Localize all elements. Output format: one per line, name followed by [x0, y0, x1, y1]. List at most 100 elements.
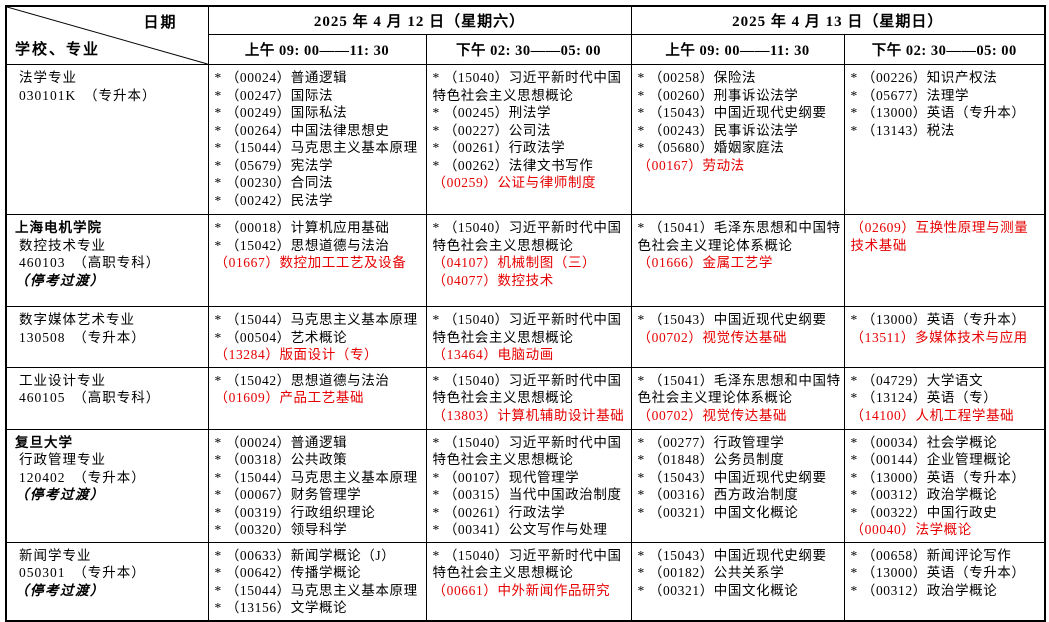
school-cell: 新闻学专业 050301 （专升本） （停考过渡）	[5, 541, 209, 621]
course-item: * （00312）政治学概论	[850, 487, 998, 502]
course-item: * （00318）公共政策	[214, 452, 348, 467]
diagonal-divider-line	[7, 7, 208, 64]
course-item: * （00249）国际私法	[214, 105, 348, 120]
course-item: （04077）数控技术	[432, 272, 554, 288]
session-header-sat-pm: 下午 02: 30——05: 00	[425, 34, 632, 65]
session-cell: * （00658）新闻评论写作 * （13000）英语（专升本） * （00312）…	[843, 541, 1046, 621]
course-item: * （15043）中国近现代史纲要	[637, 547, 827, 563]
course-item: * （05677）法理学	[850, 87, 970, 103]
course-item: * （00321）中国文化概论	[637, 504, 799, 520]
course-item: * （00504）艺术概论	[214, 329, 348, 345]
date-header-sunday: 2025 年 4 月 13 日（星期日）	[630, 5, 1046, 35]
course-item: （00702）视觉传达基础	[637, 407, 788, 423]
session-cell: * （15040）习近平新时代中国特色社会主义思想概论 （13464）电脑动画	[425, 306, 632, 368]
course-item: * （00321）中国文化概论	[637, 582, 799, 598]
course-item: * （05679）宪法学	[214, 157, 334, 173]
course-item: * （15040）习近平新时代中国特色社会主义思想概论	[432, 312, 622, 345]
course-item: * （00024）普通逻辑	[214, 434, 348, 450]
session-cell: * （00226）知识产权法 * （05677）法理学 * （13000）英语（专升…	[843, 64, 1046, 215]
course-item: （02609）互换性原理与测量技术基础	[850, 220, 1029, 253]
session-cell: * （00277）行政管理学 * （01848）公务员制度 * （15043）中国近…	[630, 428, 845, 543]
exam-schedule-table: 日期 学校、专业 2025 年 4 月 12 日（星期六） 2025 年 4 月…	[5, 5, 1047, 622]
course-item: * （13156）文学概论	[214, 600, 348, 615]
schedule-body: 法学专业 030101K （专升本） * （00024）普通逻辑 * （00247）国…	[5, 64, 1046, 621]
school-cell: 数字媒体艺术专业 130508 （专升本）	[5, 306, 209, 368]
course-item: * （00261）行政法学	[432, 140, 566, 155]
school-line: 460103 （高职专科）	[19, 255, 161, 270]
session-cell: * （15040）习近平新时代中国特色社会主义思想概论 （04107）机械制图（三…	[425, 214, 632, 307]
course-item: * （13000）英语（专升本）	[850, 565, 1026, 580]
course-item: * （00230）合同法	[214, 175, 334, 190]
course-item: * （15043）中国近现代史纲要	[637, 105, 827, 120]
course-item: * （04729）大学语文	[850, 372, 984, 388]
course-item: * （15040）习近平新时代中国特色社会主义思想概论	[432, 434, 622, 468]
session-cell: * （13000）英语（专升本） （13511）多媒体技术与应用	[843, 306, 1046, 368]
school-line: 数字媒体艺术专业	[19, 312, 135, 327]
session-cell: * （00018）计算机应用基础 * （15042）思想道德与法治 （01667）数…	[207, 214, 427, 307]
course-item: * （00261）行政法学	[432, 504, 566, 520]
course-item: * （15041）毛泽东思想和中国特色社会主义理论体系概论	[637, 372, 841, 406]
table-row: 复旦大学 行政管理专业 120402 （专升本） （停考过渡） * （00024）普通逻…	[5, 428, 1046, 543]
session-cell: * （15040）习近平新时代中国特色社会主义思想概论 * （00245）刑法学 *…	[425, 64, 632, 215]
school-line: 130508 （专升本）	[19, 329, 146, 345]
course-item: （14100）人机工程学基础	[850, 407, 1015, 423]
session-cell: * （15043）中国近现代史纲要 （00702）视觉传达基础	[630, 306, 845, 368]
course-item: * （15042）思想道德与法治	[214, 372, 390, 388]
course-item: * （00034）社会学概论	[850, 434, 998, 450]
course-item: * （13000）英语（专升本）	[850, 469, 1026, 485]
school-line: 法学专业	[19, 70, 77, 85]
course-item: （00040）法学概论	[850, 522, 972, 537]
session-cell: * （00633）新闻学概论（J） * （00642）传播学概论 * （15044）…	[207, 541, 427, 621]
course-item: * （00341）公文写作与处理	[432, 522, 608, 537]
session-cell: * （15040）习近平新时代中国特色社会主义思想概论 （00661）中外新闻作品…	[425, 541, 632, 621]
school-cell: 工业设计专业 460105 （高职专科）	[5, 366, 209, 430]
session-cell: * （04729）大学语文 * （13124）英语（专） （14100）人机工程学基…	[843, 366, 1046, 430]
course-item: * （00018）计算机应用基础	[214, 220, 390, 235]
course-item: * （00242）民法学	[214, 192, 334, 208]
session-cell: * （15044）马克思主义基本原理 * （00504）艺术概论 （13284）版面…	[207, 306, 427, 368]
course-item: * （00322）中国行政史	[850, 504, 998, 520]
school-line: 050301 （专升本）	[19, 565, 146, 580]
course-item: （00702）视觉传达基础	[637, 329, 788, 345]
course-item: * （15044）马克思主义基本原理	[214, 140, 418, 155]
table-row: 工业设计专业 460105 （高职专科） * （15042）思想道德与法治 （0160…	[5, 366, 1046, 430]
course-item: * （13124）英语（专）	[850, 390, 998, 405]
course-item: * （15044）马克思主义基本原理	[214, 312, 418, 327]
session-cell: （02609）互换性原理与测量技术基础	[843, 214, 1046, 307]
table-row: 法学专业 030101K （专升本） * （00024）普通逻辑 * （00247）国…	[5, 64, 1046, 215]
course-item: * （00182）公共关系学	[637, 565, 785, 580]
school-line: 工业设计专业	[19, 372, 106, 388]
course-item: * （15041）毛泽东思想和中国特色社会主义理论体系概论	[637, 220, 841, 253]
course-item: （01666）金属工艺学	[637, 255, 773, 270]
date-header-saturday: 2025 年 4 月 12 日（星期六）	[207, 5, 632, 35]
course-item: * （15044）马克思主义基本原理	[214, 582, 418, 598]
course-item: * （15043）中国近现代史纲要	[637, 469, 827, 485]
course-item: * （00258）保险法	[637, 70, 757, 85]
course-item: * （00227）公司法	[432, 122, 552, 138]
session-cell: * （00034）社会学概论 * （00144）企业管理概论 * （13000）英语…	[843, 428, 1046, 543]
table-row: 上海电机学院 数控技术专业 460103 （高职专科） （停考过渡） * （00018）…	[5, 214, 1046, 307]
schedule-header: 日期 学校、专业 2025 年 4 月 12 日（星期六） 2025 年 4 月…	[5, 5, 1046, 65]
school-line: 030101K （专升本）	[19, 87, 157, 103]
course-item: * （00226）知识产权法	[850, 70, 998, 85]
course-item: * （00247）国际法	[214, 87, 334, 103]
table-row: 新闻学专业 050301 （专升本） （停考过渡） * （00633）新闻学概论（J）…	[5, 541, 1046, 621]
school-line: 复旦大学	[15, 434, 73, 450]
course-item: （00167）劳动法	[637, 157, 745, 173]
course-item: * （15044）马克思主义基本原理	[214, 469, 418, 485]
session-header-sun-pm: 下午 02: 30——05: 00	[843, 34, 1046, 65]
corner-cell: 日期 学校、专业	[5, 5, 209, 65]
table-row: 数字媒体艺术专业 130508 （专升本） * （15044）马克思主义基本原理 * …	[5, 306, 1046, 368]
course-item: * （00319）行政组织理论	[214, 504, 376, 520]
course-item: * （05680）婚姻家庭法	[637, 140, 785, 155]
school-line: 行政管理专业	[19, 452, 106, 467]
school-cell: 法学专业 030101K （专升本）	[5, 64, 209, 215]
course-item: * （15040）习近平新时代中国特色社会主义思想概论	[432, 547, 622, 581]
course-item: * （00315）当代中国政治制度	[432, 487, 622, 502]
course-item: * （00277）行政管理学	[637, 434, 785, 450]
course-item: * （15043）中国近现代史纲要	[637, 312, 827, 327]
course-item: （04107）机械制图（三）	[432, 255, 597, 270]
session-header-sat-am: 上午 09: 00——11: 30	[207, 34, 427, 65]
session-cell: * （15043）中国近现代史纲要 * （00182）公共关系学 * （00321）…	[630, 541, 845, 621]
course-item: * （15040）习近平新时代中国特色社会主义思想概论	[432, 220, 622, 253]
